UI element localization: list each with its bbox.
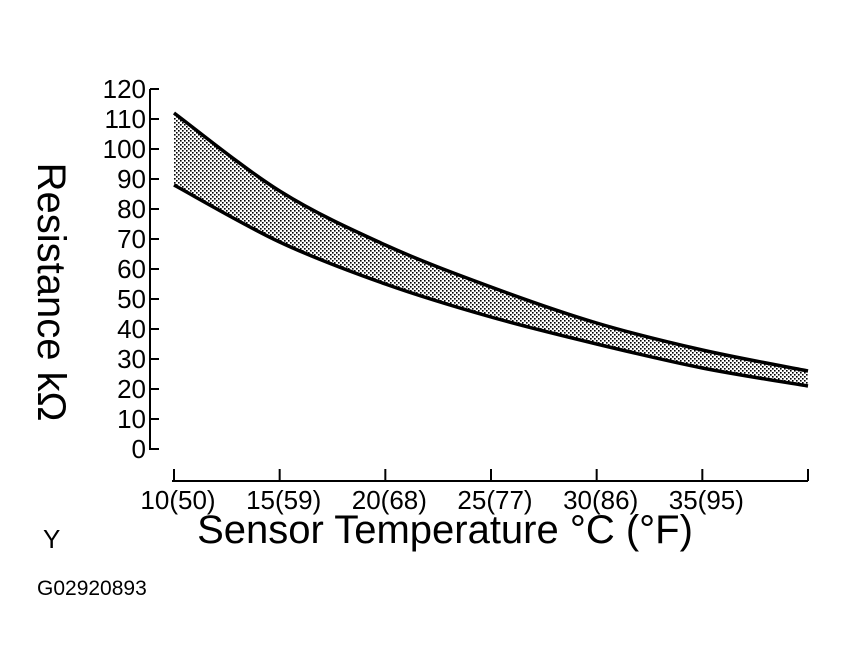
y-tick-label: 30 [117,344,146,374]
y-tick-label: 0 [132,434,146,464]
y-tick-label: 50 [117,284,146,314]
x-tick-label: 20(68) [352,485,427,515]
y-axis-title: Resistance kΩ [29,163,73,422]
upper-limit-line [172,111,809,373]
resistance-band-area [174,113,808,386]
x-tick-label: 35(95) [669,485,744,515]
y-tick-label: 10 [117,404,146,434]
y-tick-label: 80 [117,194,146,224]
y-tick-label: 20 [117,374,146,404]
x-tick-label: 30(86) [563,485,638,515]
x-axis-title: Sensor Temperature °C (°F) [197,508,693,552]
y-tick-label: 40 [117,314,146,344]
y-tick-label: 70 [117,224,146,254]
x-axis: 10(50) 15(59) 20(68) 25(77) 30(86) 35(95) [140,469,809,515]
x-tick-label: 15(59) [246,485,321,515]
y-tick-label: 60 [117,254,146,284]
x-tick-label: 25(77) [457,485,532,515]
lower-limit-line [173,183,809,388]
y-tick-label: 90 [117,164,146,194]
y-tick-label: 100 [103,134,146,164]
x-ticks: 10(50) 15(59) 20(68) 25(77) 30(86) 35(95) [140,469,809,515]
y-tick-label: 120 [103,74,146,104]
figure-code: G02920893 [37,577,147,600]
x-tick-label: 10(50) [140,485,215,515]
corner-label: Y [43,524,60,554]
y-tick-label: 110 [105,104,146,134]
